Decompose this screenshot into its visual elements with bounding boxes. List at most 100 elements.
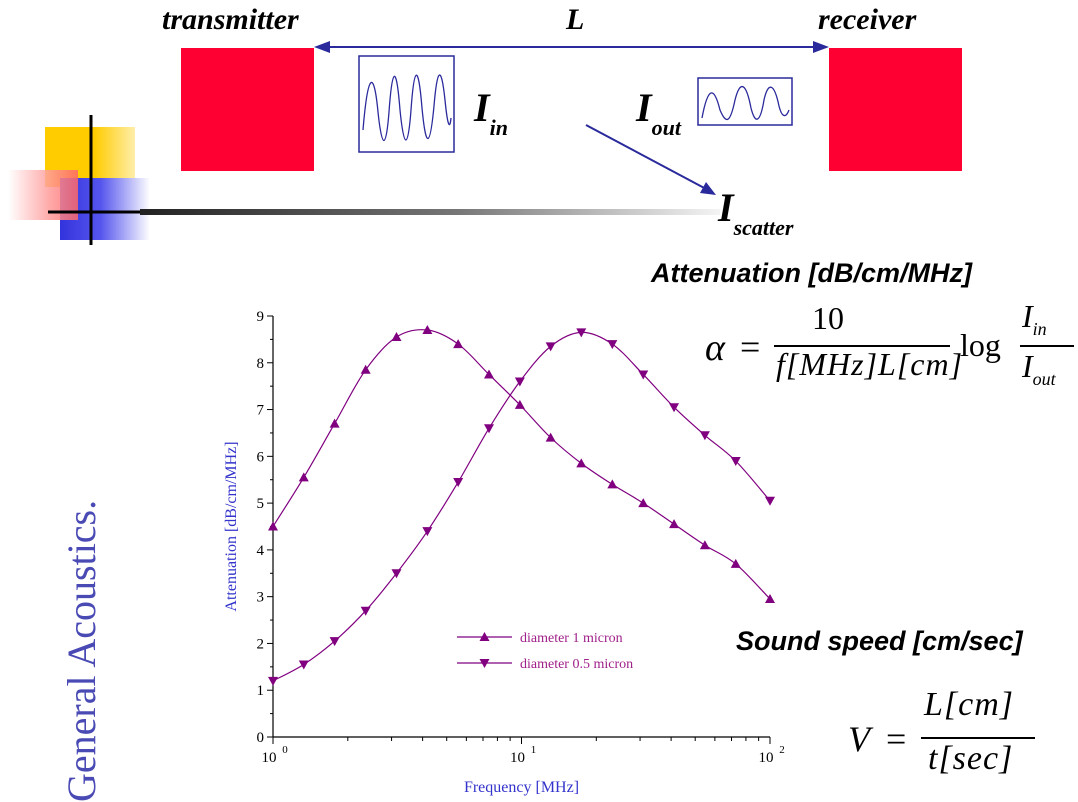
data-point xyxy=(669,403,680,413)
data-point xyxy=(514,377,525,387)
data-point xyxy=(607,340,618,350)
log-num-main: I xyxy=(1022,298,1033,334)
diagram-svg xyxy=(48,41,829,245)
y-tick-label: 1 xyxy=(257,683,265,699)
input-waveform xyxy=(358,55,455,153)
i-in-main: I xyxy=(474,85,490,130)
legend-marker xyxy=(479,632,490,641)
y-tick-label: 2 xyxy=(257,636,265,652)
v-numerator: L[cm] xyxy=(924,686,1015,723)
transmitter-block xyxy=(181,48,314,171)
data-point xyxy=(422,527,433,537)
alpha-symbol: α xyxy=(705,327,725,369)
receiver-label: receiver xyxy=(818,3,917,36)
data-point xyxy=(730,457,741,467)
data-point xyxy=(329,637,340,647)
log-den-main: I xyxy=(1022,348,1033,384)
attenuation-heading: Attenuation [dB/cm/MHz] xyxy=(651,258,972,288)
data-point xyxy=(765,496,775,506)
x-tick-exponent: 1 xyxy=(531,744,537,756)
distance-label: L xyxy=(566,3,585,36)
y-tick-label: 7 xyxy=(257,403,265,419)
data-point xyxy=(730,558,741,568)
legend-label: diameter 0.5 micron xyxy=(520,657,633,672)
i-scatter-main: I xyxy=(718,185,734,230)
log-word: log xyxy=(960,327,1001,363)
log-den-sub: out xyxy=(1032,369,1056,389)
y-tick-label: 5 xyxy=(257,496,265,512)
y-tick-label: 6 xyxy=(257,449,265,465)
i-out-label: Iout xyxy=(636,84,681,140)
legend-label: diameter 1 micron xyxy=(520,631,623,646)
output-waveform xyxy=(697,77,793,126)
x-tick-exponent: 2 xyxy=(779,744,785,756)
data-point xyxy=(329,418,340,428)
data-point xyxy=(391,569,402,579)
alpha-fraction-bar xyxy=(774,345,950,347)
y-tick-label: 4 xyxy=(257,543,265,559)
data-point xyxy=(607,479,618,489)
i-scatter-label: Iscatter xyxy=(718,184,793,240)
data-point xyxy=(669,519,680,529)
data-point xyxy=(638,370,649,380)
data-point xyxy=(453,339,464,349)
distance-arrow xyxy=(314,41,829,53)
data-point xyxy=(391,332,402,342)
scatter-arrow xyxy=(585,124,716,195)
i-in-sub: in xyxy=(489,115,508,140)
v-equals: = xyxy=(886,719,907,759)
i-scatter-sub: scatter xyxy=(733,215,794,240)
data-point xyxy=(268,676,278,686)
legend-marker xyxy=(479,659,490,668)
y-axis-label: Attenuation [dB/cm/MHz] xyxy=(223,441,240,611)
data-point xyxy=(298,660,309,670)
data-point xyxy=(360,364,371,374)
v-denominator: t[sec] xyxy=(928,740,1014,777)
data-point xyxy=(545,342,556,352)
y-tick-label: 9 xyxy=(257,309,265,325)
data-point xyxy=(484,369,495,379)
data-point xyxy=(576,458,587,468)
i-out-main: I xyxy=(636,85,652,130)
log-num-sub: in xyxy=(1032,319,1047,339)
alpha-equals: = xyxy=(740,327,761,367)
series-line-0-5-micron xyxy=(272,331,771,682)
data-point xyxy=(453,478,464,488)
v-symbol: V xyxy=(848,719,870,759)
log-fraction-bar xyxy=(1020,345,1074,347)
y-tick-label: 8 xyxy=(257,356,265,372)
data-point xyxy=(268,521,278,531)
x-axis-label: Frequency [MHz] xyxy=(464,779,579,796)
x-tick-label: 10 xyxy=(510,750,525,766)
data-point xyxy=(765,594,775,604)
data-point xyxy=(638,498,649,508)
data-point xyxy=(576,328,587,338)
x-tick-exponent: 0 xyxy=(282,744,288,756)
alpha-numerator: 10 xyxy=(812,300,844,336)
v-fraction-bar xyxy=(921,737,1035,739)
sound-speed-heading: Sound speed [cm/sec] xyxy=(736,626,1023,656)
y-tick-label: 3 xyxy=(257,590,265,606)
log-fraction-num: Iin xyxy=(1022,298,1047,339)
i-in-label: Iin xyxy=(474,84,508,140)
x-tick-label: 10 xyxy=(759,750,774,766)
data-point xyxy=(422,325,433,335)
x-tick-label: 10 xyxy=(262,750,277,766)
log-fraction-den: Iout xyxy=(1022,348,1056,389)
data-point xyxy=(699,540,710,550)
data-point xyxy=(699,431,710,441)
receiver-block xyxy=(829,48,962,171)
y-tick-label: 0 xyxy=(257,730,265,746)
data-point xyxy=(298,472,309,482)
series-line-1-micron xyxy=(272,329,771,600)
data-point xyxy=(484,424,495,434)
alpha-denominator: f[MHz]L[cm] xyxy=(776,346,964,382)
divider-line xyxy=(140,209,720,215)
data-point xyxy=(545,432,556,442)
transmitter-label: transmitter xyxy=(162,3,299,36)
data-point xyxy=(514,399,525,409)
logo-crosshair xyxy=(48,115,140,245)
i-out-sub: out xyxy=(651,115,681,140)
data-point xyxy=(360,606,371,616)
